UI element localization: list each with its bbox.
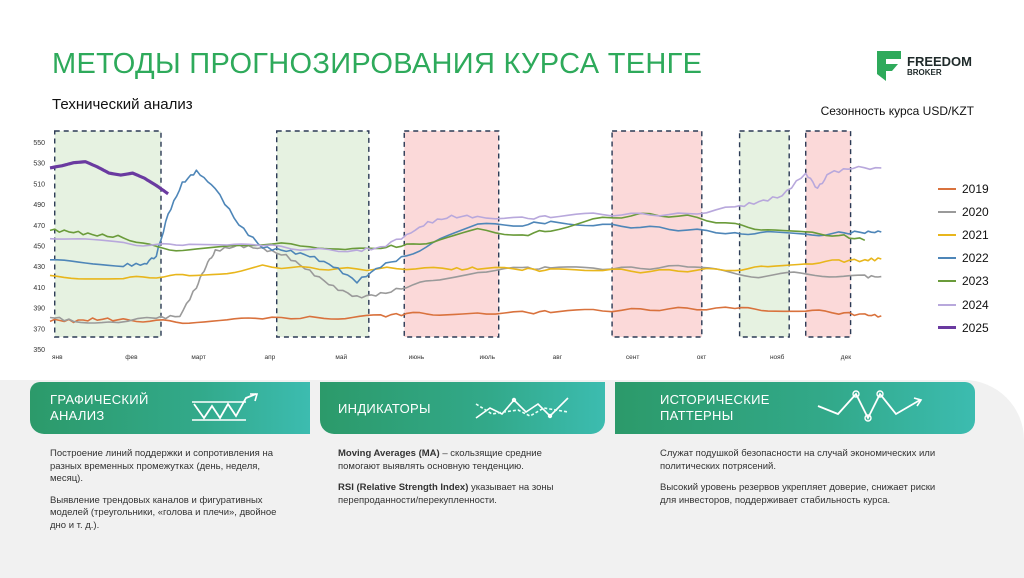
slide-title: МЕТОДЫ ПРОГНОЗИРОВАНИЯ КУРСА ТЕНГЕ <box>52 48 703 80</box>
method-desc-patterns: Служат подушкой безопасности на случай э… <box>660 448 950 516</box>
y-tick-label: 490 <box>33 202 45 209</box>
method-desc-graphic: Построение линий поддержки и сопротивлен… <box>50 448 295 541</box>
freedom-broker-logo: FREEDOM BROKER <box>876 50 972 82</box>
legend-item-2021: 2021 <box>938 223 989 246</box>
legend-swatch <box>938 233 956 236</box>
series-line-2019 <box>49 306 882 325</box>
y-tick-label: 350 <box>33 347 45 354</box>
desc-term: Moving Averages (MA) <box>338 448 440 459</box>
y-tick-label: 510 <box>33 181 45 188</box>
desc-term: RSI (Relative Strength Index) <box>338 482 469 493</box>
chart-caption: Сезонность курса USD/KZT <box>820 104 974 118</box>
y-tick-label: 550 <box>33 140 45 147</box>
legend-swatch <box>938 187 956 190</box>
y-tick-label: 430 <box>33 264 45 271</box>
shaded-period-green <box>738 130 790 338</box>
y-tick-label: 530 <box>33 161 45 168</box>
series-line-2022 <box>50 169 882 284</box>
legend-swatch <box>938 257 956 260</box>
legend-item-2025: 2025 <box>938 316 989 339</box>
desc-text: указывает на зоны перепроданности/переку… <box>338 482 554 506</box>
y-tick-label: 470 <box>33 223 45 230</box>
chart-legend: 2019 2020 2021 2022 2023 2024 2025 <box>938 177 989 339</box>
method-label-line1: ГРАФИЧЕСКИЙ <box>50 392 149 407</box>
x-tick-label: сент <box>626 354 639 361</box>
desc-text: – скользящие средние помогают выявлять о… <box>338 448 542 472</box>
legend-label: 2019 <box>962 181 989 196</box>
legend-label: 2021 <box>962 227 989 242</box>
legend-label: 2023 <box>962 274 989 289</box>
method-band-patterns <box>615 382 975 434</box>
desc-paragraph: Moving Averages (MA) – скользящие средни… <box>338 448 578 473</box>
method-label-line1: ИНДИКАТОРЫ <box>338 401 431 416</box>
method-label-graphic: ГРАФИЧЕСКИЙ АНАЛИЗ <box>50 392 149 424</box>
x-tick-label: окт <box>697 354 707 361</box>
logo-line1: FREEDOM <box>907 54 972 69</box>
legend-item-2020: 2020 <box>938 200 989 223</box>
freedom-f-icon <box>877 51 901 81</box>
legend-label: 2020 <box>962 204 989 219</box>
x-tick-label: авг <box>553 354 563 361</box>
series-line-2021 <box>49 257 882 280</box>
x-tick-label: апр <box>265 354 276 361</box>
pattern-points-icon <box>817 390 923 422</box>
series-line-2024 <box>49 165 882 253</box>
legend-item-2019: 2019 <box>938 177 989 200</box>
method-band-graphic <box>30 382 310 434</box>
method-label-line1: ИСТОРИЧЕСКИЕ <box>660 392 770 407</box>
desc-paragraph: Высокий уровень резервов укрепляет довер… <box>660 482 936 506</box>
method-label-line2: АНАЛИЗ <box>50 408 105 423</box>
series-line-2025 <box>49 160 170 196</box>
series-line-2020 <box>49 243 882 324</box>
shaded-period-green <box>54 130 162 338</box>
legend-item-2022: 2022 <box>938 247 989 270</box>
chart-breakout-icon <box>192 393 259 421</box>
x-tick-label: май <box>335 353 347 361</box>
y-tick-label: 450 <box>33 244 45 251</box>
legend-label: 2025 <box>962 320 989 335</box>
shaded-period-red <box>611 130 703 338</box>
y-tick-label: 410 <box>33 285 45 292</box>
legend-label: 2024 <box>962 297 989 312</box>
desc-paragraph: Выявление трендовых каналов и фигуративн… <box>50 494 277 531</box>
shaded-period-green <box>276 130 370 338</box>
legend-label: 2022 <box>962 251 989 266</box>
indicator-lines-icon <box>475 397 569 419</box>
desc-paragraph: Служат подушкой безопасности на случай э… <box>660 448 936 472</box>
section-subtitle: Технический анализ <box>52 96 193 113</box>
legend-swatch <box>938 303 956 306</box>
method-label-indicators: ИНДИКАТОРЫ <box>338 401 431 417</box>
legend-item-2023: 2023 <box>938 270 989 293</box>
x-tick-label: дек <box>841 354 851 361</box>
x-tick-label: янв <box>52 354 63 361</box>
legend-swatch <box>938 210 956 213</box>
x-tick-label: нояб <box>770 353 785 361</box>
method-label-line2: ПАТТЕРНЫ <box>660 408 734 423</box>
x-tick-label: март <box>191 354 206 361</box>
desc-paragraph: RSI (Relative Strength Index) указывает … <box>338 482 578 507</box>
seasonality-chart: 350 370 390 410 430 450 470 490 510 530 550 янв фев м… <box>33 130 882 361</box>
desc-paragraph: Построение линий поддержки и сопротивлен… <box>50 448 273 484</box>
legend-swatch <box>938 326 956 330</box>
y-tick-label: 390 <box>33 306 45 313</box>
logo-line2: BROKER <box>907 68 942 77</box>
method-desc-indicators: Moving Averages (MA) – скользящие средни… <box>338 448 578 516</box>
y-tick-label: 370 <box>33 326 45 333</box>
method-label-patterns: ИСТОРИЧЕСКИЕ ПАТТЕРНЫ <box>660 392 770 424</box>
x-tick-label: июнь <box>409 354 425 361</box>
x-tick-label: фев <box>125 354 138 361</box>
legend-item-2024: 2024 <box>938 293 989 316</box>
x-tick-label: июль <box>479 354 495 361</box>
legend-swatch <box>938 280 956 283</box>
